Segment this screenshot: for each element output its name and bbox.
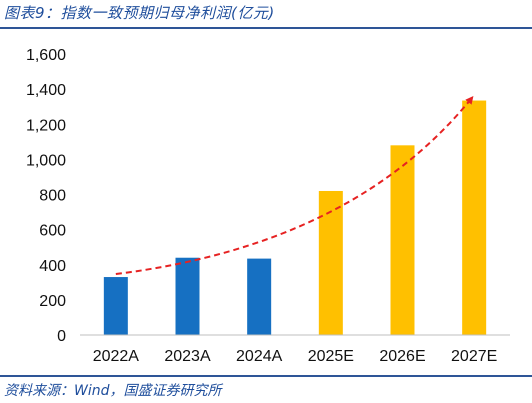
y-tick-label: 600 bbox=[39, 223, 66, 240]
x-tick-label: 2026E bbox=[379, 348, 425, 365]
bar-2022A bbox=[103, 277, 128, 335]
y-tick-label: 1,600 bbox=[26, 47, 66, 64]
x-tick-label: 2022A bbox=[93, 348, 140, 365]
x-axis-tick-labels: 2022A 2023A 2024A 2025E 2026E 2027E bbox=[93, 348, 498, 365]
x-tick-label: 2027E bbox=[451, 348, 497, 365]
x-tick-label: 2025E bbox=[308, 348, 354, 365]
bar-2023A bbox=[175, 257, 200, 335]
x-tick-label: 2024A bbox=[236, 348, 283, 365]
x-tick-label: 2023A bbox=[164, 348, 211, 365]
y-tick-label: 1,200 bbox=[26, 117, 66, 134]
y-tick-label: 800 bbox=[39, 188, 66, 205]
y-tick-label: 0 bbox=[57, 328, 66, 345]
y-tick-label: 400 bbox=[39, 258, 66, 275]
bar-2025E bbox=[318, 190, 343, 335]
y-axis-tick-labels: 0 200 400 600 800 1,000 1,200 1,400 1,600 bbox=[26, 47, 66, 345]
bars bbox=[103, 100, 487, 336]
bar-2024A bbox=[247, 258, 272, 335]
title-divider bbox=[0, 27, 532, 29]
source-divider bbox=[0, 375, 532, 377]
y-tick-label: 1,000 bbox=[26, 152, 66, 169]
bar-2026E bbox=[390, 145, 415, 335]
bar-2027E bbox=[462, 100, 487, 336]
y-tick-label: 1,400 bbox=[26, 82, 66, 99]
source-note: 资料来源：Wind，国盛证券研究所 bbox=[4, 383, 222, 399]
y-tick-label: 200 bbox=[39, 293, 66, 310]
chart-title: 图表9：指数一致预期归母净利润(亿元) bbox=[4, 4, 275, 22]
trend-arrow bbox=[115, 95, 474, 276]
